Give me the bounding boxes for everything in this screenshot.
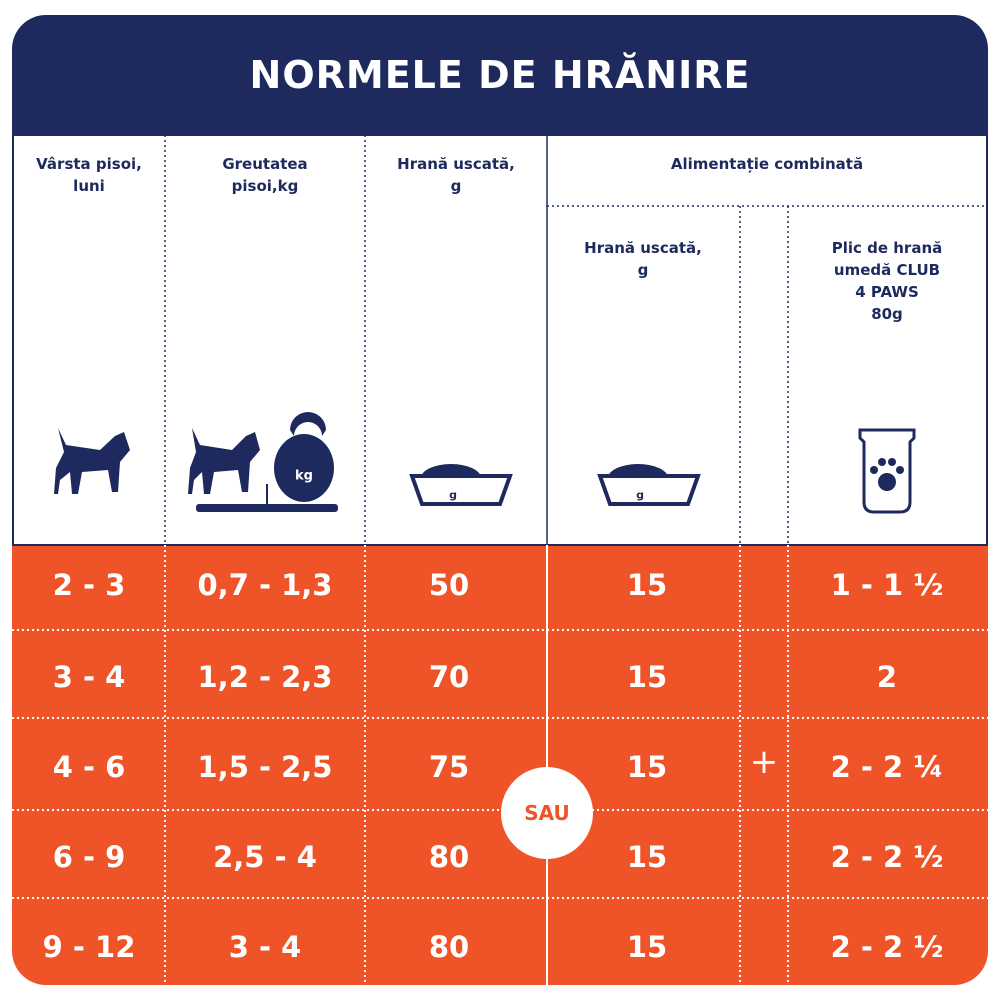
header-label: g (637, 261, 649, 279)
cell: 15 (626, 750, 668, 784)
cell: 50 (428, 568, 470, 602)
header-label: 4 PAWS (855, 283, 919, 301)
header-label: umedă CLUB (833, 261, 941, 279)
cell: 2 - 2 ½ (830, 840, 944, 874)
cell: 2,5 - 4 (213, 840, 317, 874)
cell: 15 (626, 840, 668, 874)
plus-sign: + (749, 742, 779, 782)
cell: 15 (626, 930, 668, 964)
cell: 2 - 3 (52, 568, 126, 602)
cell: 75 (428, 750, 470, 784)
cell: 4 - 6 (52, 750, 126, 784)
cell: 15 (626, 660, 668, 694)
header-label: Vârsta pisoi, (36, 155, 142, 173)
cell: 9 - 12 (42, 930, 136, 964)
header-label: pisoi,kg (231, 177, 299, 195)
or-label: SAU (524, 801, 570, 825)
header-label: Greutatea (222, 155, 308, 173)
cell: 1 - 1 ½ (830, 568, 944, 602)
header-label: Plic de hrană (831, 239, 943, 257)
cell: 3 - 4 (52, 660, 126, 694)
cell: 1,2 - 2,3 (197, 660, 333, 694)
icon-label: kg (295, 468, 313, 484)
cell: 15 (626, 568, 668, 602)
header-label: g (450, 177, 462, 195)
cell: 80 (428, 840, 470, 874)
title: NORMELE DE HRĂNIRE (249, 53, 751, 97)
cell: 2 - 2 ¼ (830, 750, 944, 784)
cell: 3 - 4 (228, 930, 302, 964)
icon-label: g (636, 488, 644, 502)
header-label: 80g (871, 305, 903, 323)
cell: 1,5 - 2,5 (197, 750, 333, 784)
cell: 6 - 9 (52, 840, 126, 874)
cell: 80 (428, 930, 470, 964)
cell: 0,7 - 1,3 (197, 568, 333, 602)
header-label: Hrană uscată, (584, 239, 702, 257)
header-label: luni (73, 177, 105, 195)
cell: 2 (876, 660, 898, 694)
icon-label: g (449, 488, 457, 502)
cell: 70 (428, 660, 470, 694)
header-label: Hrană uscată, (397, 155, 515, 173)
cell: 2 - 2 ½ (830, 930, 944, 964)
header-label: Alimentație combinată (670, 155, 864, 173)
